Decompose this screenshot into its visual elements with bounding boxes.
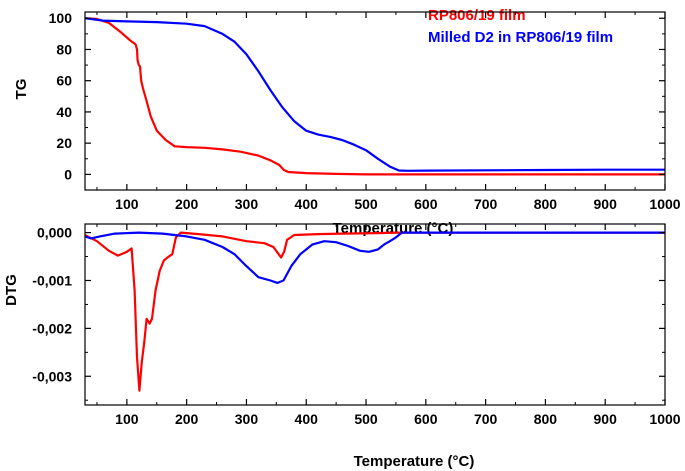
tg-y-tick-label: 60 — [56, 73, 72, 89]
dtg-y-tick-label: -0,001 — [32, 273, 72, 289]
dtg-x-axis-label: Temperature (°C) — [354, 453, 475, 470]
tg-y-tick-label: 100 — [49, 10, 73, 26]
dtg-series-line-rp806-film — [84, 231, 665, 392]
tg-x-tick-label: 600 — [414, 196, 438, 212]
dtg-x-tick-label: 800 — [534, 411, 558, 427]
legend-entry-milled-d2: Milled D2 in RP806/19 film — [428, 29, 613, 46]
tg-y-axis-label: TG — [13, 79, 30, 100]
tg-x-tick-label: 900 — [594, 196, 618, 212]
dtg-x-tick-label: 200 — [175, 411, 199, 427]
tg-x-tick-label: 400 — [295, 196, 319, 212]
tg-x-tick-label: 700 — [474, 196, 498, 212]
tg-x-tick-label: 100 — [115, 196, 139, 212]
dtg-y-tick-label: -0,003 — [32, 368, 72, 384]
dtg-panel: DTG Temperature (°C) 100 200 300 400 500 600 7… — [3, 223, 681, 470]
tg-series-line-milled-d2 — [84, 17, 665, 172]
dtg-series-line-milled-d2 — [84, 231, 665, 284]
tg-panel: TG Temperature (°C) RP806/19 film Milled… — [13, 7, 681, 237]
dtg-y-tick-label: -0,002 — [32, 320, 72, 336]
tg-x-tick-label: 1000 — [649, 196, 680, 212]
dtg-x-tick-label: 400 — [295, 411, 319, 427]
dtg-x-tick-label: 100 — [115, 411, 139, 427]
dtg-x-tick-label: 700 — [474, 411, 498, 427]
tg-plot-frame — [84, 11, 666, 191]
dtg-x-tick-label: 300 — [235, 411, 259, 427]
dtg-y-axis-label: DTG — [3, 274, 20, 306]
dtg-x-tick-label: 900 — [594, 411, 618, 427]
tg-x-tick-label: 300 — [235, 196, 259, 212]
legend-entry-rp806-film: RP806/19 film — [428, 7, 526, 24]
tg-y-tick-label: 0 — [64, 166, 72, 182]
tg-y-tick-label: 80 — [56, 41, 72, 57]
tg-series-line-rp806-film — [84, 17, 665, 176]
tg-x-tick-label: 800 — [534, 196, 558, 212]
tg-x-tick-label: 200 — [175, 196, 199, 212]
tg-y-tick-label: 20 — [56, 135, 72, 151]
dtg-x-tick-label: 500 — [354, 411, 378, 427]
tg-y-tick-label: 40 — [56, 104, 72, 120]
dtg-y-tick-label: 0,000 — [37, 225, 72, 241]
tg-x-tick-label: 500 — [354, 196, 378, 212]
dtg-plot-frame — [84, 223, 666, 406]
dtg-x-tick-label: 600 — [414, 411, 438, 427]
dtg-x-tick-label: 1000 — [649, 411, 680, 427]
